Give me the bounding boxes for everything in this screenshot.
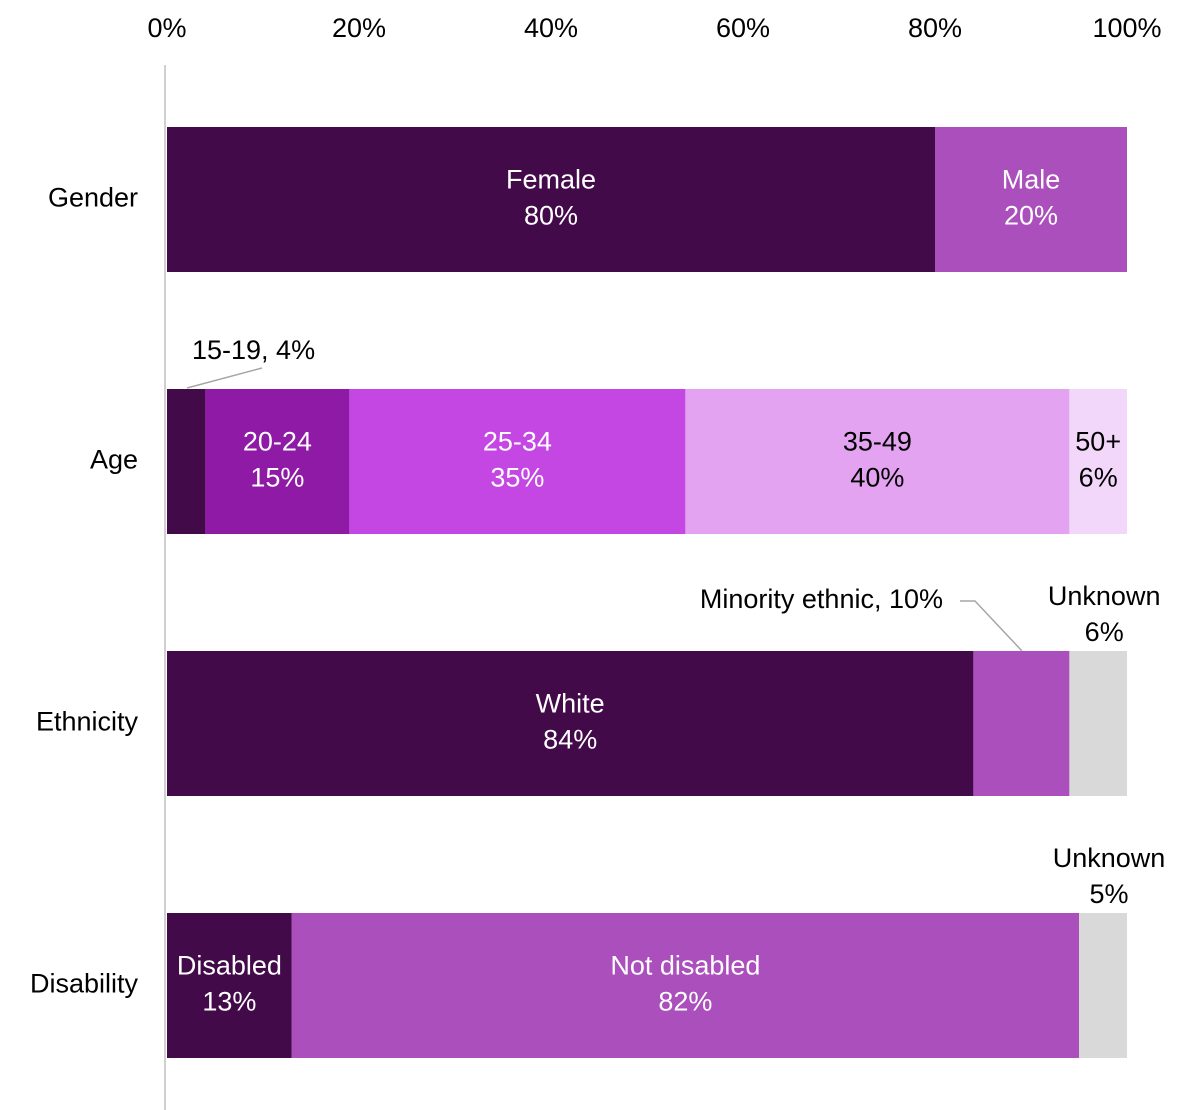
segment-name: Unknown [1048, 581, 1161, 611]
x-tick-label: 0% [147, 13, 186, 43]
bar-segment [1079, 913, 1127, 1058]
bar-segment [935, 127, 1127, 272]
bar-segment [973, 651, 1070, 796]
segment-name: 50+ [1075, 427, 1121, 457]
bar-segment [167, 389, 206, 534]
segment-name: Male [1002, 165, 1061, 195]
segment-value-label: 84% [543, 725, 597, 755]
bar-segment [167, 913, 292, 1058]
bar-segment [167, 651, 974, 796]
segment-name: Female [506, 165, 596, 195]
category-label: Gender [48, 183, 138, 213]
segment-value-label: 13% [202, 987, 256, 1017]
segment-value-label: 40% [850, 463, 904, 493]
x-tick-label: 60% [716, 13, 770, 43]
segment-value-label: 35% [490, 463, 544, 493]
bar-segment [1069, 389, 1127, 534]
bar-segment [349, 389, 686, 534]
segment-name: Not disabled [610, 951, 760, 981]
category-label: Ethnicity [36, 707, 139, 737]
segment-value-label: 20% [1004, 201, 1058, 231]
segment-value-label: 6% [1079, 463, 1118, 493]
segment-name: White [536, 689, 605, 719]
bar-segment [167, 127, 935, 272]
segment-name: 20-24 [243, 427, 312, 457]
bar-segment [1069, 651, 1127, 796]
segment-name: Unknown [1053, 843, 1166, 873]
segment-value-label: 5% [1089, 879, 1128, 909]
segment-value-label: 6% [1085, 617, 1124, 647]
bar-segment [205, 389, 350, 534]
segment-name: 25-34 [483, 427, 552, 457]
segment-value-label: 15% [250, 463, 304, 493]
segment-name: Disabled [177, 951, 282, 981]
x-tick-label: 40% [524, 13, 578, 43]
leader-line [186, 367, 263, 389]
category-label: Disability [30, 969, 139, 999]
x-tick-label: 80% [908, 13, 962, 43]
segment-callout-label: Minority ethnic, 10% [700, 584, 943, 614]
bar-segment [291, 913, 1079, 1058]
category-label: Age [90, 445, 138, 475]
segment-callout-label: 15-19, 4% [192, 335, 315, 365]
segment-value-label: 82% [658, 987, 712, 1017]
bar-segment [685, 389, 1070, 534]
x-tick-label: 100% [1092, 13, 1161, 43]
x-tick-label: 20% [332, 13, 386, 43]
leader-line [960, 600, 1023, 652]
segment-value-label: 80% [524, 201, 578, 231]
segment-name: 35-49 [843, 427, 912, 457]
